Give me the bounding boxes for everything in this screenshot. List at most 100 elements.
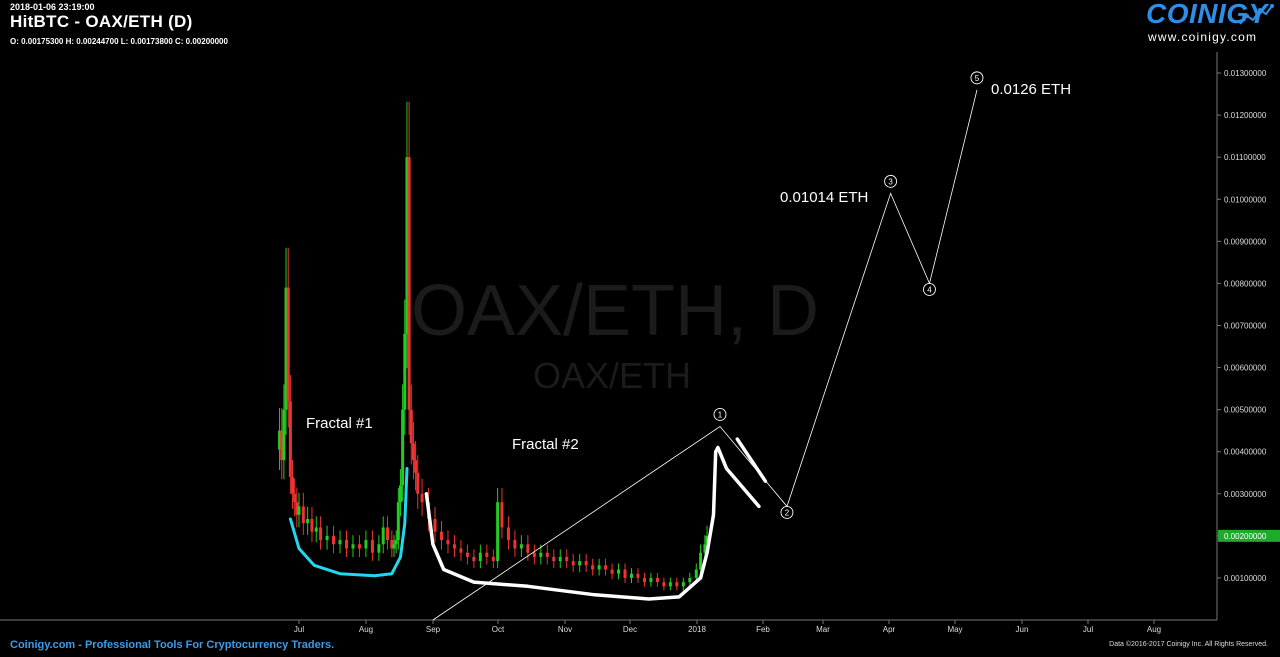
candle-body[interactable] bbox=[301, 506, 305, 524]
candle-body[interactable] bbox=[446, 540, 450, 545]
candle-body[interactable] bbox=[377, 544, 381, 553]
y-tick-label: 0.00500000 bbox=[1224, 406, 1267, 415]
x-tick-label: May bbox=[947, 625, 962, 634]
candle-body[interactable] bbox=[390, 540, 394, 549]
candle-body[interactable] bbox=[597, 565, 601, 570]
annotation-fractal1: Fractal #1 bbox=[306, 415, 373, 432]
candle-body[interactable] bbox=[364, 540, 368, 549]
candle-body[interactable] bbox=[280, 430, 284, 461]
candle-body[interactable] bbox=[278, 430, 282, 450]
candle-body[interactable] bbox=[539, 552, 543, 557]
candle-body[interactable] bbox=[414, 460, 418, 473]
candle-body[interactable] bbox=[295, 502, 299, 515]
candle-body[interactable] bbox=[604, 565, 608, 570]
candle-body[interactable] bbox=[405, 157, 409, 334]
candle-body[interactable] bbox=[532, 552, 536, 557]
candle-body[interactable] bbox=[286, 287, 290, 402]
candle-body[interactable] bbox=[491, 556, 495, 562]
candle-body[interactable] bbox=[403, 333, 407, 410]
candle-body[interactable] bbox=[282, 409, 286, 461]
candle-body[interactable] bbox=[552, 556, 556, 562]
candle-body[interactable] bbox=[297, 506, 301, 515]
candle-body[interactable] bbox=[325, 535, 329, 541]
x-tick-label: Feb bbox=[756, 625, 770, 634]
candle-body[interactable] bbox=[332, 535, 336, 545]
candle-body[interactable] bbox=[675, 582, 679, 587]
candle-body[interactable] bbox=[500, 502, 504, 528]
candle-body[interactable] bbox=[306, 519, 310, 524]
candle-body[interactable] bbox=[394, 540, 398, 545]
candle-body[interactable] bbox=[291, 476, 295, 494]
x-tick-label: Dec bbox=[623, 625, 637, 634]
candle-body[interactable] bbox=[545, 552, 549, 557]
candle-body[interactable] bbox=[617, 569, 621, 574]
candle-body[interactable] bbox=[284, 287, 288, 410]
x-tick-label: Sep bbox=[426, 625, 441, 634]
candle-body[interactable] bbox=[314, 527, 318, 532]
candle-body[interactable] bbox=[485, 552, 489, 557]
candle-body[interactable] bbox=[351, 544, 355, 549]
candle-body[interactable] bbox=[655, 577, 659, 583]
candle-body[interactable] bbox=[662, 582, 666, 587]
candle-body[interactable] bbox=[681, 582, 685, 587]
candle-body[interactable] bbox=[452, 544, 456, 549]
candle-body[interactable] bbox=[398, 485, 402, 503]
candle-body[interactable] bbox=[293, 493, 297, 503]
candle-body[interactable] bbox=[642, 577, 646, 583]
candle-body[interactable] bbox=[558, 556, 562, 562]
candle-body[interactable] bbox=[584, 561, 588, 566]
candle-body[interactable] bbox=[416, 472, 420, 494]
candle-body[interactable] bbox=[288, 401, 292, 477]
candle-body[interactable] bbox=[513, 540, 517, 549]
candle-body[interactable] bbox=[433, 519, 437, 532]
last-price-label: 0.00200000 bbox=[1224, 532, 1267, 541]
candle-body[interactable] bbox=[578, 561, 582, 566]
candle-body[interactable] bbox=[694, 569, 698, 578]
candle-body[interactable] bbox=[465, 552, 469, 557]
candle-body[interactable] bbox=[699, 552, 703, 570]
candle-body[interactable] bbox=[440, 531, 443, 541]
candle-body[interactable] bbox=[526, 544, 530, 553]
candle-body[interactable] bbox=[688, 577, 692, 583]
candle-body[interactable] bbox=[565, 556, 569, 562]
candle-body[interactable] bbox=[407, 157, 411, 410]
candle-body[interactable] bbox=[420, 493, 424, 503]
watermark-subtitle: OAX/ETH bbox=[533, 355, 691, 396]
candle-body[interactable] bbox=[409, 409, 413, 444]
candle-body[interactable] bbox=[401, 409, 405, 486]
candle-body[interactable] bbox=[392, 544, 396, 549]
candle-body[interactable] bbox=[496, 502, 500, 562]
candle-body[interactable] bbox=[319, 527, 323, 541]
candle-body[interactable] bbox=[370, 540, 374, 553]
annotation-fractal2: Fractal #2 bbox=[512, 436, 579, 453]
candle-body[interactable] bbox=[472, 556, 476, 562]
candle-body[interactable] bbox=[506, 527, 510, 541]
candle-body[interactable] bbox=[649, 577, 653, 583]
candle-body[interactable] bbox=[459, 548, 463, 553]
candle-body[interactable] bbox=[357, 544, 361, 549]
candle-body[interactable] bbox=[338, 540, 342, 545]
candle-body[interactable] bbox=[636, 573, 640, 578]
candle-body[interactable] bbox=[396, 502, 400, 541]
candle-body[interactable] bbox=[310, 519, 314, 532]
candle-body[interactable] bbox=[623, 569, 627, 578]
candle-body[interactable] bbox=[478, 552, 482, 562]
wave-label-circle bbox=[923, 282, 936, 296]
candle-body[interactable] bbox=[345, 540, 348, 549]
candle-body[interactable] bbox=[630, 573, 633, 578]
candle-body[interactable] bbox=[519, 544, 523, 549]
candle-body[interactable] bbox=[571, 561, 575, 566]
candle-body[interactable] bbox=[411, 443, 415, 461]
candle-body[interactable] bbox=[591, 565, 595, 570]
candle-body[interactable] bbox=[381, 527, 385, 545]
candle-body[interactable] bbox=[705, 535, 709, 545]
y-tick-label: 0.01000000 bbox=[1224, 195, 1267, 204]
candle-body[interactable] bbox=[610, 569, 614, 574]
candle-body[interactable] bbox=[703, 544, 707, 553]
candle-body[interactable] bbox=[668, 582, 672, 587]
y-tick-label: 0.01100000 bbox=[1224, 153, 1266, 162]
footer-tagline[interactable]: Coinigy.com - Professional Tools For Cry… bbox=[10, 639, 335, 651]
coinigy-logo[interactable]: COINIGY www.coinigy.com bbox=[1146, 0, 1276, 44]
candle-body[interactable] bbox=[386, 527, 390, 541]
